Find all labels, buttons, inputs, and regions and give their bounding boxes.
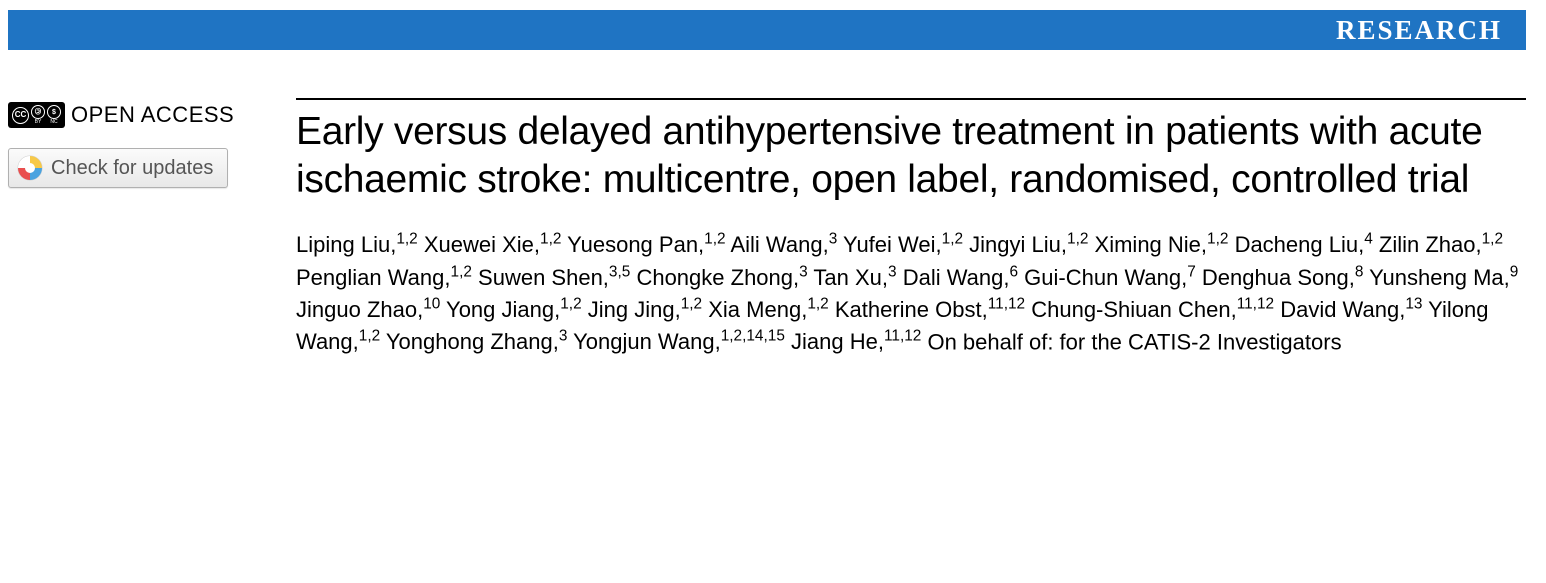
- section-banner: RESEARCH: [8, 10, 1526, 50]
- author-affiliation: 1,2: [540, 231, 561, 248]
- author-affiliation: 11,12: [988, 296, 1025, 313]
- author: Xia Meng,1,2: [708, 297, 828, 322]
- check-updates-label: Check for updates: [51, 157, 213, 180]
- author-affiliation: 10: [423, 296, 440, 313]
- author: Jingyi Liu,1,2: [969, 232, 1088, 257]
- author-affiliation: 6: [1009, 263, 1018, 280]
- author-affiliation: 3: [799, 263, 808, 280]
- author: Jiang He,11,12: [791, 329, 921, 354]
- author: Tan Xu,3: [813, 265, 896, 290]
- author-affiliation: 11,12: [884, 328, 921, 345]
- author-affiliation: 1,2: [1482, 231, 1503, 248]
- crossmark-icon: [17, 155, 43, 181]
- author-affiliation: 3: [559, 328, 568, 345]
- author: Aili Wang,3: [730, 232, 837, 257]
- author: Zilin Zhao,1,2: [1379, 232, 1503, 257]
- author-affiliation: 8: [1355, 263, 1364, 280]
- article-main: Early versus delayed antihypertensive tr…: [296, 98, 1526, 358]
- author: Chung-Shiuan Chen,11,12: [1031, 297, 1274, 322]
- author-affiliation: 3,5: [609, 263, 630, 280]
- author-affiliation: 1,2: [807, 296, 828, 313]
- author-affiliation: 1,2: [451, 263, 472, 280]
- author: Yongjun Wang,1,2,14,15: [573, 329, 785, 354]
- section-banner-label: RESEARCH: [1336, 15, 1502, 46]
- check-updates-button[interactable]: Check for updates: [8, 148, 228, 188]
- cc-license-icon: CC 🄯BY $NC: [8, 102, 65, 128]
- author: Dali Wang,6: [903, 265, 1018, 290]
- author-affiliation: 1,2: [1067, 231, 1088, 248]
- author-affiliation: 1,2: [704, 231, 725, 248]
- author: Yong Jiang,1,2: [446, 297, 582, 322]
- author: Yonghong Zhang,3: [386, 329, 567, 354]
- author: Chongke Zhong,3: [636, 265, 807, 290]
- author-affiliation: 13: [1405, 296, 1422, 313]
- author: Liping Liu,1,2: [296, 232, 418, 257]
- author: Yufei Wei,1,2: [843, 232, 963, 257]
- author-list: Liping Liu,1,2 Xuewei Xie,1,2 Yuesong Pa…: [296, 229, 1526, 358]
- article-title: Early versus delayed antihypertensive tr…: [296, 108, 1526, 203]
- author: Katherine Obst,11,12: [835, 297, 1025, 322]
- author: David Wang,13: [1280, 297, 1422, 322]
- author-affiliation: 4: [1364, 231, 1373, 248]
- author-affiliation: 1,2: [1207, 231, 1228, 248]
- author: Suwen Shen,3,5: [478, 265, 630, 290]
- author-affiliation: 1,2: [560, 296, 581, 313]
- author-affiliation: 1,2: [359, 328, 380, 345]
- author: Ximing Nie,1,2: [1095, 232, 1229, 257]
- author-affiliation: 11,12: [1237, 296, 1274, 313]
- author: Jinguo Zhao,10: [296, 297, 440, 322]
- author: Xuewei Xie,1,2: [424, 232, 562, 257]
- author: Jing Jing,1,2: [588, 297, 702, 322]
- author: Gui-Chun Wang,7: [1024, 265, 1196, 290]
- author-affiliation: 1,2: [942, 231, 963, 248]
- author: Denghua Song,8: [1202, 265, 1363, 290]
- author-affiliation: 7: [1187, 263, 1196, 280]
- author-affiliation: 3: [829, 231, 838, 248]
- author-affiliation: 1,2: [681, 296, 702, 313]
- open-access-label: OPEN ACCESS: [71, 102, 234, 128]
- author: Yuesong Pan,1,2: [567, 232, 725, 257]
- content-row: CC 🄯BY $NC OPEN ACCESS Check for updates: [8, 98, 1526, 358]
- sidebar: CC 🄯BY $NC OPEN ACCESS Check for updates: [8, 98, 280, 358]
- author: Dacheng Liu,4: [1235, 232, 1373, 257]
- author-affiliation: 3: [888, 263, 897, 280]
- author-affiliation: 1,2,14,15: [721, 328, 785, 345]
- author: Yunsheng Ma,9: [1369, 265, 1518, 290]
- author: Penglian Wang,1,2: [296, 265, 472, 290]
- author-affiliation: 1,2: [396, 231, 417, 248]
- author-trailer: On behalf of: for the CATIS-2 Investigat…: [921, 329, 1341, 354]
- author-affiliation: 9: [1510, 263, 1519, 280]
- open-access-row: CC 🄯BY $NC OPEN ACCESS: [8, 102, 280, 128]
